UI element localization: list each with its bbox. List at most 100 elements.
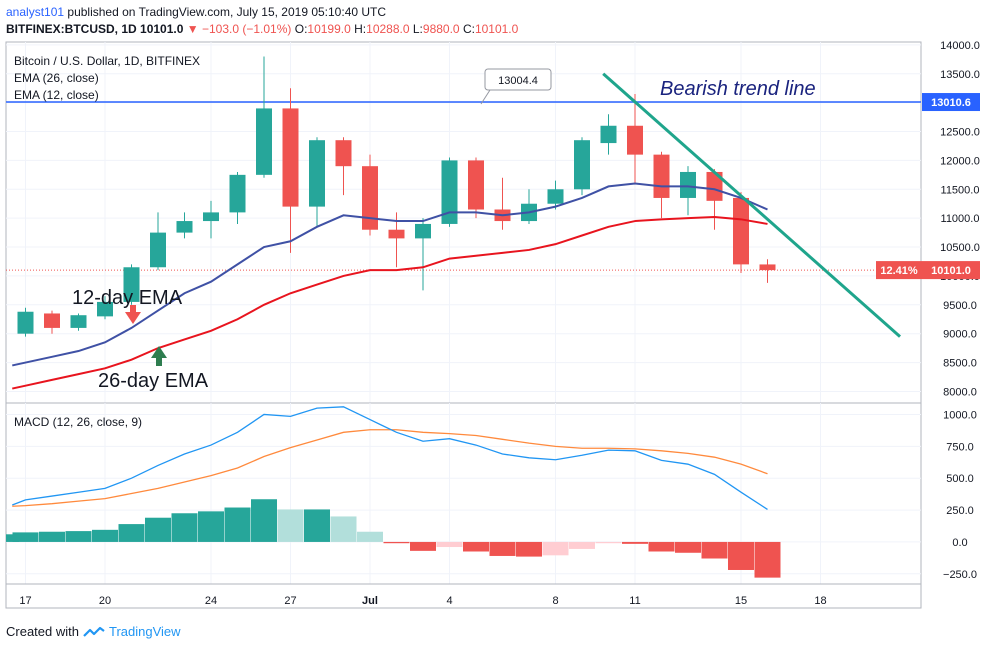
- macd-histogram: [6, 499, 781, 578]
- candle-body[interactable]: [441, 160, 458, 224]
- macd-axis: −250.0 0.0 250.0 500.0 750.0 1000.0: [943, 409, 977, 580]
- candle-body[interactable]: [627, 125, 643, 155]
- hline-badge-label: 13010.6: [931, 97, 971, 109]
- histogram-bar: [330, 516, 357, 542]
- macd-tick-label: 1000.0: [943, 409, 977, 421]
- histogram-bar: [542, 541, 569, 556]
- candle-body[interactable]: [282, 108, 299, 207]
- candle-body[interactable]: [706, 171, 723, 201]
- time-axis-frame: [5, 583, 922, 609]
- price-tick-label: 11000.0: [941, 213, 980, 225]
- macd-tick-label: 500.0: [946, 473, 974, 485]
- ema26-line[interactable]: [12, 216, 768, 390]
- bearish-trend-line[interactable]: [602, 72, 901, 338]
- time-axis: 17 20 24 27 Jul 4 8 11 15 18: [5, 583, 922, 609]
- histogram-bar: [622, 541, 648, 544]
- price-tick-label: 11500.0: [941, 184, 980, 196]
- price-change: −103.0 (−1.01%): [201, 22, 292, 36]
- price-tick-label: 14000.0: [940, 40, 980, 52]
- macd-grid: [6, 403, 921, 584]
- candle-body[interactable]: [70, 315, 87, 328]
- time-tick-label: 11: [629, 595, 640, 607]
- created-with-label: Created with: [6, 624, 79, 639]
- author-name[interactable]: analyst101: [6, 5, 65, 19]
- symbol-legend: Bitcoin / U.S. Dollar, 1D, BITFINEX: [14, 54, 200, 68]
- histogram-bar: [648, 541, 675, 552]
- macd-tick-label: −250.0: [943, 569, 977, 581]
- time-tick-label: 8: [552, 595, 558, 607]
- candle-body[interactable]: [680, 171, 696, 198]
- time-tick-label: Jul: [362, 595, 378, 607]
- histogram-bar: [701, 541, 728, 559]
- histogram-bar: [39, 531, 65, 542]
- published-text: published on TradingView.com, July 15, 2…: [67, 5, 387, 19]
- callout-pointer: [480, 89, 491, 105]
- candle-body[interactable]: [547, 189, 564, 204]
- down-triangle-icon: ▼: [186, 22, 199, 36]
- signal-line[interactable]: [12, 429, 768, 507]
- macd-tick-label: 0.0: [952, 537, 967, 549]
- histogram-bar: [12, 532, 39, 542]
- tradingview-link[interactable]: TradingView: [108, 624, 181, 639]
- candle-body[interactable]: [150, 232, 166, 268]
- hline-badge: 13010.6: [922, 93, 980, 112]
- close-value: 10101.0: [474, 22, 519, 36]
- macd-pane: −250.0 0.0 250.0 500.0 750.0 1000.0 MACD (12,…: [5, 402, 977, 585]
- open-label: O:: [294, 22, 308, 36]
- histogram-bar: [65, 531, 92, 542]
- low-value: 9880.0: [422, 22, 460, 36]
- histogram-bar: [754, 541, 781, 578]
- candle-body[interactable]: [574, 140, 590, 190]
- last-price: 10101.0: [140, 22, 184, 36]
- macd-line[interactable]: [12, 406, 768, 510]
- candle-body[interactable]: [44, 313, 60, 328]
- candle-body[interactable]: [362, 166, 378, 230]
- price-tick-label: 8000.0: [943, 386, 977, 398]
- histogram-bar: [224, 507, 251, 542]
- publish-info: analyst101 published on TradingView.com,…: [6, 5, 386, 19]
- candle-body[interactable]: [653, 154, 670, 198]
- histogram-bar: [198, 511, 224, 542]
- up-arrow-icon: [151, 346, 167, 366]
- candle-body[interactable]: [97, 301, 113, 317]
- candle-body[interactable]: [335, 140, 352, 167]
- time-tick-label: 4: [446, 595, 452, 607]
- histogram-bar: [516, 541, 542, 557]
- histogram-bar: [277, 509, 304, 542]
- candle-body[interactable]: [415, 223, 431, 239]
- trend-annotation: Bearish trend line: [660, 78, 816, 100]
- symbol-label: BITFINEX:BTCUSD, 1D: [6, 22, 137, 36]
- down-arrow-icon: [125, 305, 141, 324]
- candle-body[interactable]: [229, 174, 246, 213]
- ema12-annotation: 12-day EMA: [72, 287, 183, 309]
- price-tick-label: 10500.0: [940, 242, 980, 254]
- footer: Created with TradingView: [6, 624, 181, 639]
- histogram-bar: [675, 541, 701, 553]
- candle-body[interactable]: [123, 267, 140, 302]
- callout-label: 13004.4: [498, 75, 538, 87]
- high-label: H:: [354, 22, 367, 36]
- candle-body[interactable]: [468, 160, 484, 210]
- ema12-line[interactable]: [12, 182, 768, 367]
- time-tick-label: 17: [19, 595, 31, 607]
- candle-body[interactable]: [309, 140, 325, 207]
- histogram-bar: [357, 531, 383, 542]
- tradingview-logo-icon: [83, 626, 105, 637]
- time-tick-label: 24: [205, 595, 217, 607]
- candle-body[interactable]: [203, 212, 219, 222]
- histogram-bar: [436, 541, 463, 548]
- candle-body[interactable]: [176, 221, 193, 233]
- candle-body[interactable]: [256, 108, 272, 175]
- open-value: 10199.0: [307, 22, 351, 36]
- histogram-bar: [251, 499, 277, 542]
- candle-body[interactable]: [759, 264, 776, 271]
- candle-body[interactable]: [388, 229, 405, 239]
- candle-body[interactable]: [17, 311, 34, 334]
- candle-body[interactable]: [600, 125, 617, 144]
- histogram-bar: [304, 509, 330, 542]
- macd-tick-label: 250.0: [946, 505, 974, 517]
- candle-body[interactable]: [733, 197, 749, 265]
- price-callout[interactable]: 13004.4: [480, 68, 552, 105]
- time-tick-label: 27: [284, 595, 296, 607]
